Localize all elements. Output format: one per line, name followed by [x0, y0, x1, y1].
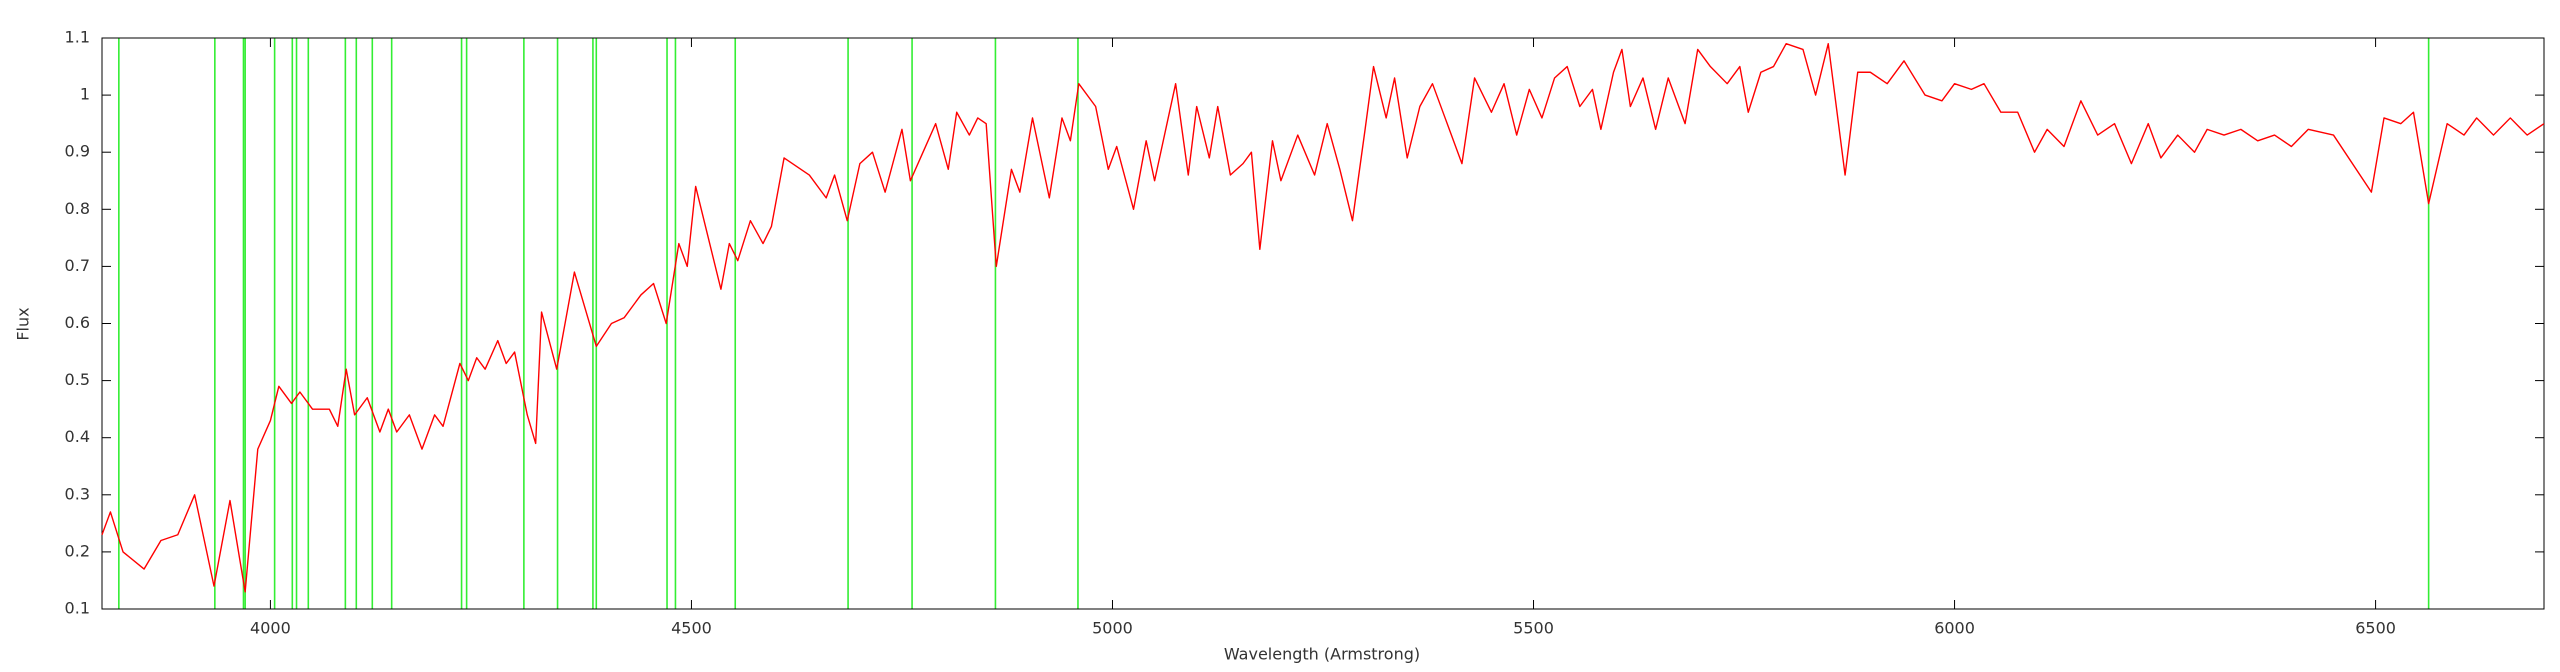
plot-frame	[101, 37, 2545, 610]
y-tick-label: 0.8	[65, 199, 90, 218]
x-tick-label: 5500	[1513, 619, 1554, 638]
y-tick-label: 0.3	[65, 484, 90, 503]
y-tick-label: 0.7	[65, 256, 90, 275]
y-tick-label: 0.2	[65, 541, 90, 560]
x-tick-label: 4000	[250, 619, 291, 638]
x-tick-label: 6000	[1934, 619, 1975, 638]
x-tick-label: 4500	[671, 619, 712, 638]
y-tick-label: 1.1	[65, 28, 90, 47]
y-tick-label: 0.1	[65, 599, 90, 618]
y-tick-label: 0.4	[65, 427, 90, 446]
y-axis-label: Flux	[14, 307, 33, 340]
y-tick-label: 1	[80, 85, 90, 104]
x-tick-label: 5000	[1092, 619, 1133, 638]
y-tick-label: 0.6	[65, 313, 90, 332]
x-axis-label: Wavelength (Armstrong)	[1224, 645, 1420, 664]
spectrum-line	[101, 43, 2545, 593]
y-tick-label: 0.5	[65, 370, 90, 389]
y-tick-label: 0.9	[65, 142, 90, 161]
x-tick-label: 6500	[2355, 619, 2396, 638]
